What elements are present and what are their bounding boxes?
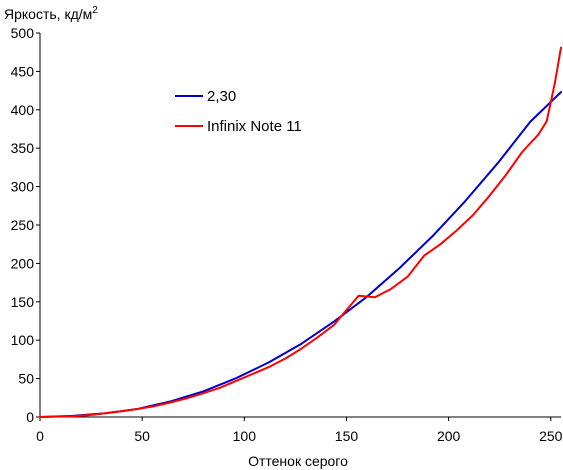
legend: 2,30 Infinix Note 11	[175, 88, 302, 135]
ticks: 0 50 100 150 200 250 300 350 400 450 500 0 50 100 150 2…	[11, 25, 563, 444]
y-axis-title-sup: 2	[92, 5, 98, 16]
y-tick-label: 450	[11, 63, 35, 79]
series-layer	[39, 46, 562, 418]
y-tick-label: 400	[11, 102, 35, 118]
y-tick-label: 0	[26, 409, 34, 425]
x-tick-label: 200	[437, 428, 461, 444]
x-tick-label: 250	[539, 428, 563, 444]
y-tick-label: 150	[11, 294, 35, 310]
y-tick-label: 250	[11, 217, 35, 233]
x-tick-label: 150	[335, 428, 359, 444]
x-axis-title: Оттенок серого	[248, 453, 348, 469]
x-tick-label: 100	[233, 428, 257, 444]
x-tick-label: 0	[36, 428, 44, 444]
legend-label-2: Infinix Note 11	[207, 118, 302, 135]
legend-label-1: 2,30	[207, 88, 236, 105]
y-tick-label: 500	[11, 25, 35, 41]
series-line-1	[39, 91, 562, 418]
y-tick-label: 200	[11, 255, 35, 271]
y-tick-label: 50	[18, 371, 34, 387]
series-line-2	[39, 46, 562, 418]
x-tick-label: 50	[134, 428, 150, 444]
y-tick-label: 100	[11, 332, 35, 348]
axes	[39, 33, 561, 418]
y-tick-label: 300	[11, 179, 35, 195]
y-tick-label: 350	[11, 140, 35, 156]
y-axis-title: Яркость, кд/м2	[4, 5, 98, 22]
